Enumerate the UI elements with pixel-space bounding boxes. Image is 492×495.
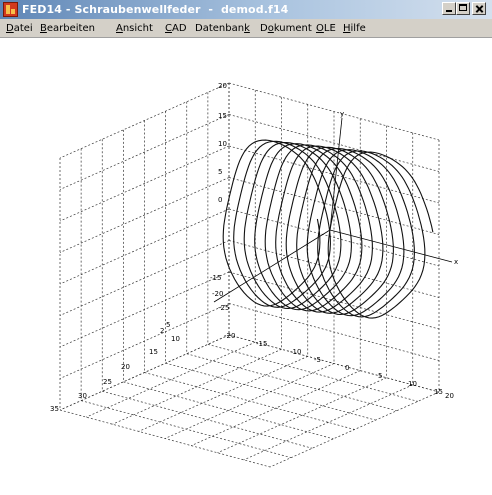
z-tick: -15 [210,274,221,282]
z-tick: 20 [218,82,227,90]
x-tick: -10 [290,348,301,356]
z-tick: 5 [218,168,222,176]
y-tick: 10 [171,335,180,343]
spring-coil-path [222,139,434,319]
menu-cad[interactable]: CAD [165,23,187,34]
menu-bar: Datei Bearbeiten Ansicht CAD Datenbank D… [0,19,492,38]
grid-lines [59,82,440,468]
x-tick: 10 [408,380,417,388]
z-tick: -20 [212,290,223,298]
x-tick: -5 [314,356,321,364]
title-bar[interactable]: FED14 - Schraubenwellfeder - demod.f14 [0,0,492,19]
spring-wire [222,139,434,319]
x-tick: 0 [345,364,349,372]
x-tick: -20 [224,332,235,340]
y-tick: 5 [166,321,170,329]
z-tick: -25 [218,304,229,312]
y-tick: 20 [121,363,130,371]
z-tick: 15 [218,112,227,120]
y-tick: 30 [78,392,87,400]
menu-ansicht[interactable]: Ansicht [116,23,153,34]
menu-dokument[interactable]: Dokument [260,23,312,34]
menu-datenbank[interactable]: Datenbank [195,23,250,34]
minimize-button[interactable] [442,2,456,15]
x-tick: 15 [434,388,443,396]
window-title: FED14 - Schraubenwellfeder - demod.f14 [22,3,289,16]
x-tick: -15 [256,340,267,348]
fed14-app-icon[interactable] [3,2,18,17]
y-tick: 2 [160,327,164,335]
z-tick: 10 [218,140,227,148]
z-tick: 0 [218,196,222,204]
close-button[interactable] [472,2,486,15]
maximize-button[interactable] [456,2,470,15]
plot-area[interactable]: y x 20 15 10 5 0 -15 -20 -25 -20 -15 -10 -5 0 5 10 15 20 2 5… [0,38,492,495]
y-tick: 15 [149,348,158,356]
svg-text:x: x [454,258,458,266]
x-tick: 20 [445,392,454,400]
y-tick: 25 [103,378,112,386]
menu-ole[interactable]: OLE [316,23,336,34]
y-tick: 35 [50,405,59,413]
menu-datei[interactable]: Datei [6,23,33,34]
x-tick: 5 [378,372,382,380]
menu-bearbeiten[interactable]: Bearbeiten [40,23,95,34]
svg-text:y: y [340,110,344,118]
menu-hilfe[interactable]: Hilfe [343,23,366,34]
